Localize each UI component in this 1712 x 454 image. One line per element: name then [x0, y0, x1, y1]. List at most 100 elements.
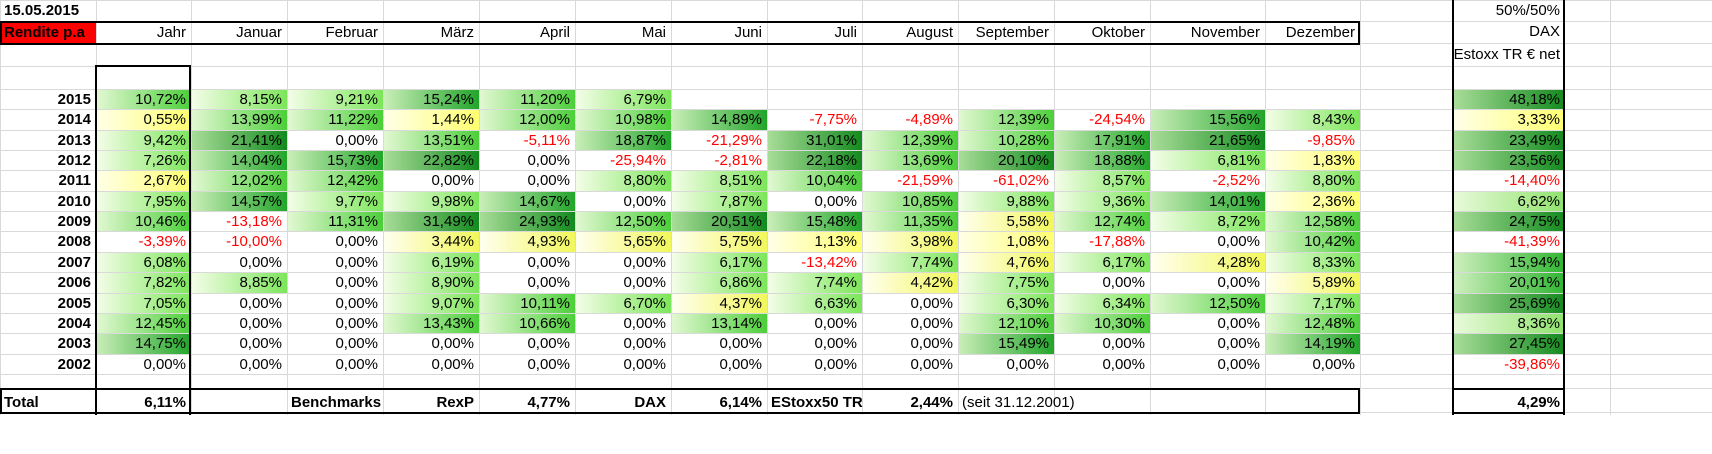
side-value-cell: 48,18%	[1454, 90, 1565, 109]
side-value-cell: 25,69%	[1454, 294, 1565, 313]
value-cell: 5,65%	[576, 232, 671, 252]
border	[0, 21, 2, 45]
value-cell: 31,01%	[768, 131, 862, 150]
value-cell	[1055, 90, 1150, 109]
year-label: 2010	[57, 193, 91, 210]
side-total-value: 4,29%	[1517, 394, 1560, 411]
side-header-dax: DAX	[1529, 23, 1560, 40]
value-cell: -9,85%	[1307, 132, 1355, 149]
value-cell: 0,00%	[1217, 315, 1260, 332]
side-value-cell: -41,39%	[1504, 233, 1560, 250]
side-value-cell: 3,33%	[1454, 110, 1565, 130]
border	[0, 21, 1360, 23]
value-cell: 0,00%	[335, 233, 378, 250]
dax-label: DAX	[634, 394, 666, 411]
gridline-h	[0, 252, 1712, 253]
year-label: 2014	[57, 111, 91, 128]
value-cell: 10,04%	[768, 171, 862, 191]
value-cell: 4,93%	[480, 232, 575, 252]
side-value-cell: 24,75%	[1454, 212, 1565, 231]
rexp-label: RexP	[436, 394, 474, 411]
value-cell: 4,76%	[959, 253, 1054, 272]
value-cell: 6,81%	[1151, 151, 1265, 170]
value-cell: 7,74%	[863, 253, 958, 272]
value-cell: 7,95%	[97, 192, 191, 211]
value-cell: 22,82%	[384, 151, 479, 170]
value-cell: 0,00%	[527, 254, 570, 271]
gridline-v	[383, 0, 384, 415]
border	[1452, 0, 1454, 415]
value-cell: 12,58%	[1266, 212, 1360, 231]
value-cell: 21,41%	[192, 131, 287, 150]
gridline-h	[0, 170, 1712, 171]
border	[1452, 412, 1565, 414]
side-value-cell: 20,01%	[1454, 273, 1565, 293]
value-cell: 13,51%	[384, 131, 479, 150]
year-label: 2006	[57, 274, 91, 291]
gridline-h	[0, 0, 1712, 1]
value-cell: 15,49%	[959, 334, 1054, 354]
value-cell: 7,74%	[768, 273, 862, 293]
value-cell: 0,00%	[1006, 356, 1049, 373]
value-cell: 12,74%	[1055, 212, 1150, 231]
gridline-v	[575, 0, 576, 415]
column-header: September	[975, 24, 1049, 41]
column-header: Jahr	[156, 24, 186, 41]
value-cell: 14,57%	[192, 192, 287, 211]
value-cell: 0,00%	[335, 295, 378, 312]
gridline-v	[958, 0, 959, 415]
year-label: 2011	[58, 172, 91, 189]
value-cell: 12,39%	[959, 110, 1054, 130]
value-cell: 12,42%	[288, 171, 383, 191]
value-cell: 0,00%	[335, 315, 378, 332]
side-header-estoxx: Estoxx TR € net	[1453, 46, 1560, 63]
value-cell: 8,51%	[672, 171, 767, 191]
value-cell: 4,28%	[1151, 253, 1265, 272]
value-cell: -4,89%	[905, 111, 953, 128]
value-cell: -13,42%	[801, 254, 857, 271]
gridline-v	[1150, 0, 1151, 415]
value-cell: 0,00%	[1312, 356, 1355, 373]
value-cell: 0,00%	[1102, 356, 1145, 373]
value-cell: 14,67%	[480, 192, 575, 211]
value-cell: 0,00%	[527, 172, 570, 189]
value-cell: 9,77%	[288, 192, 383, 211]
value-cell: 7,26%	[97, 151, 191, 170]
border	[1452, 388, 1565, 390]
value-cell: 0,00%	[335, 254, 378, 271]
gridline-h	[0, 109, 1712, 110]
year-label: 2002	[57, 356, 91, 373]
value-cell: 5,58%	[959, 212, 1054, 231]
value-cell: 0,00%	[910, 356, 953, 373]
value-cell: 8,85%	[192, 273, 287, 293]
value-cell: 10,85%	[863, 192, 958, 211]
value-cell: 0,00%	[431, 356, 474, 373]
estoxx-value: 2,44%	[910, 394, 953, 411]
border	[0, 412, 1360, 414]
value-cell: 10,72%	[97, 90, 191, 109]
value-cell: 0,00%	[814, 335, 857, 352]
since-note: (seit 31.12.2001)	[962, 394, 1075, 411]
year-label: 2004	[57, 315, 91, 332]
estoxx-label: EStoxx50 TR	[771, 394, 863, 411]
value-cell: 5,89%	[1266, 273, 1360, 293]
value-cell: 0,00%	[814, 315, 857, 332]
border	[95, 65, 191, 67]
value-cell: 6,79%	[576, 90, 671, 109]
value-cell: 0,00%	[239, 254, 282, 271]
value-cell: 0,00%	[431, 335, 474, 352]
value-cell: 18,88%	[1055, 151, 1150, 170]
value-cell: 1,08%	[959, 232, 1054, 252]
value-cell: 15,56%	[1151, 110, 1265, 130]
value-cell: 0,00%	[910, 295, 953, 312]
value-cell: 7,17%	[1266, 294, 1360, 313]
value-cell: 0,00%	[623, 335, 666, 352]
column-header: Dezember	[1285, 24, 1355, 41]
year-label: 2009	[57, 213, 91, 230]
border	[0, 388, 2, 414]
value-cell: 0,00%	[239, 335, 282, 352]
rendite-label: Rendite p.a	[0, 22, 96, 43]
gridline-v	[191, 0, 192, 415]
value-cell: 14,01%	[1151, 192, 1265, 211]
column-header: März	[440, 24, 474, 41]
